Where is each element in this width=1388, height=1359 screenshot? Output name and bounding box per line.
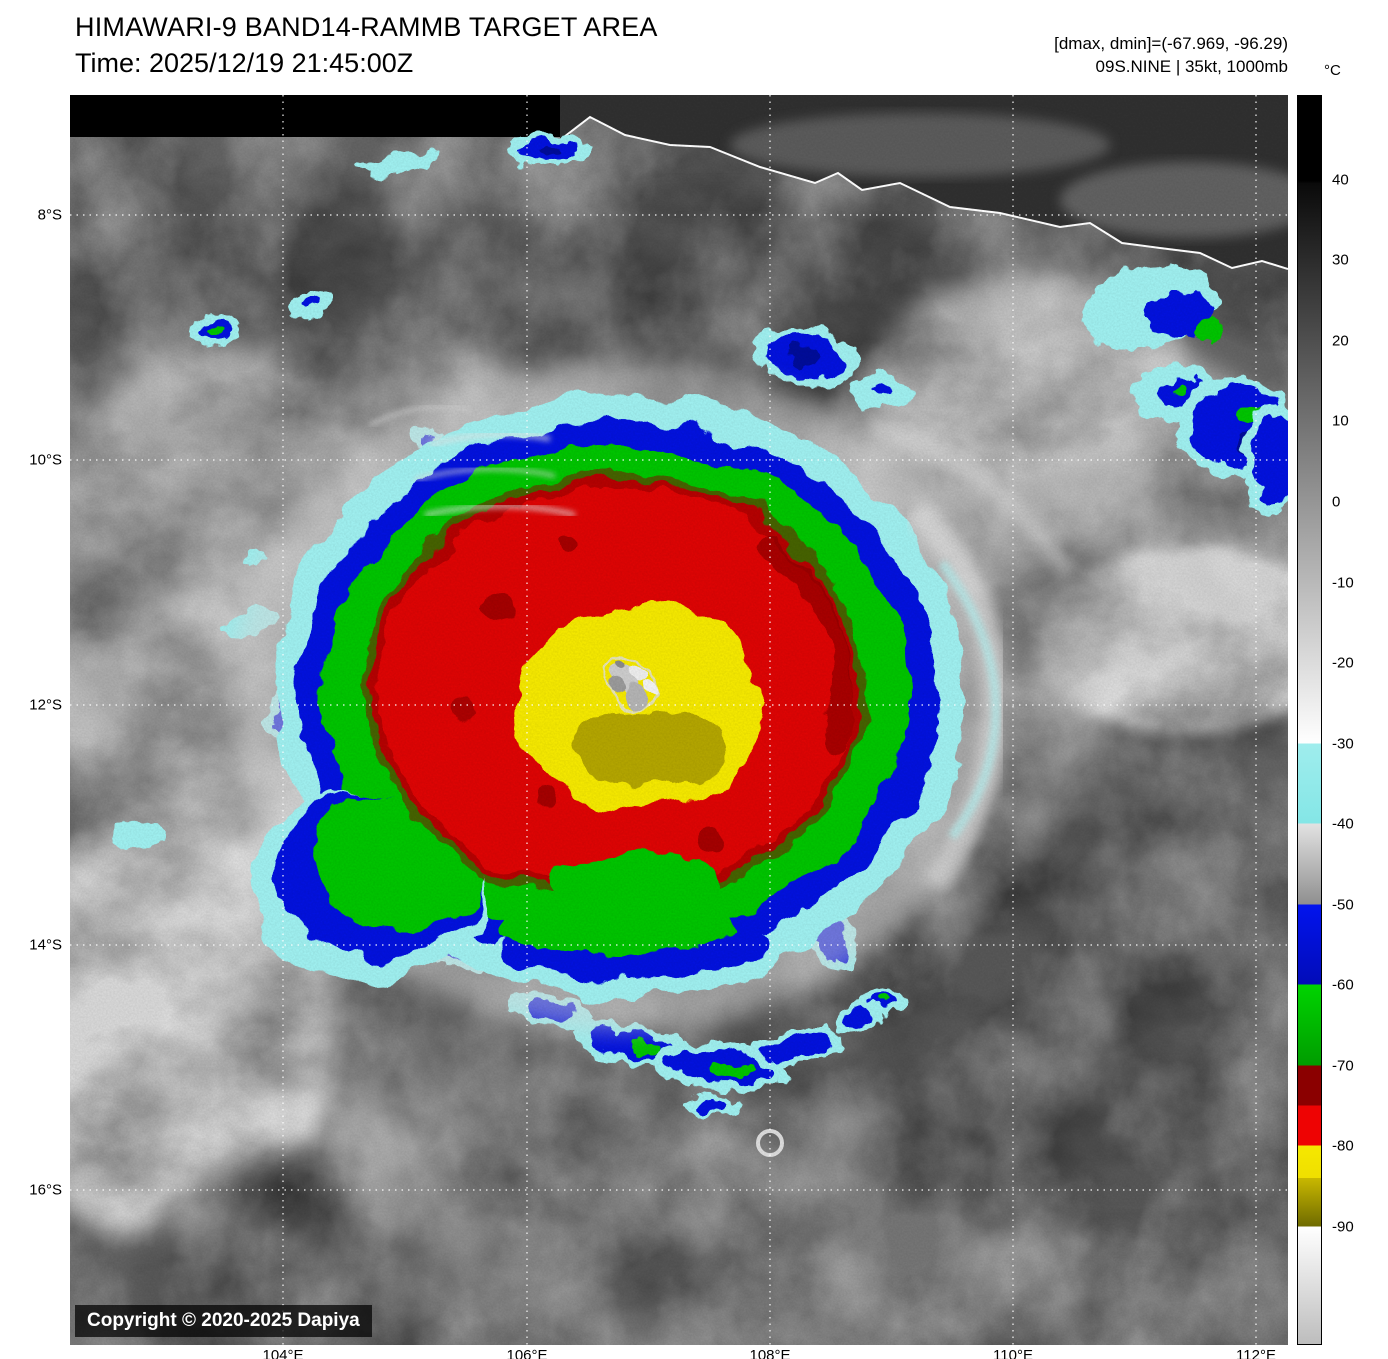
lat-label-14s: 14°S [29, 936, 62, 954]
satellite-map: Copyright © 2020-2025 Dapiya [70, 95, 1288, 1345]
lat-label-8s: 8°S [37, 206, 62, 224]
colorbar-tick-m30: -30 [1332, 735, 1354, 753]
lon-label-108e: 108°E [749, 1347, 791, 1359]
colorbar-tick-0: 0 [1332, 493, 1341, 511]
grid-lines [70, 95, 1288, 1345]
lat-label-16s: 16°S [29, 1181, 62, 1199]
colorbar-tick-m10: -10 [1332, 574, 1354, 592]
product-title: HIMAWARI-9 BAND14-RAMMB TARGET AREA [75, 12, 658, 42]
colorbar-tick-m50: -50 [1332, 896, 1354, 914]
colorbar-tick-m80: -80 [1332, 1137, 1354, 1155]
colorbar-tick-m70: -70 [1332, 1057, 1354, 1075]
lon-label-106e: 106°E [506, 1347, 548, 1359]
lon-label-104e: 104°E [262, 1347, 304, 1359]
dmax-dmin-readout: [dmax, dmin]=(-67.969, -96.29) [1054, 34, 1288, 53]
copyright-badge: Copyright © 2020-2025 Dapiya [75, 1305, 372, 1337]
colorbar-tick-m90: -90 [1332, 1218, 1354, 1236]
meta-block: [dmax, dmin]=(-67.969, -96.29) 09S.NINE … [1054, 32, 1288, 78]
lat-label-10s: 10°S [29, 451, 62, 469]
ir-grain [70, 95, 1288, 1345]
colorbar-tick-20: 20 [1332, 332, 1349, 350]
lat-label-12s: 12°S [29, 696, 62, 714]
storm-id-readout: 09S.NINE | 35kt, 1000mb [1095, 57, 1288, 76]
lon-label-110e: 110°E [993, 1347, 1033, 1359]
colorbar-tick-10: 10 [1332, 412, 1349, 430]
product-time: Time: 2025/12/19 21:45:00Z [75, 48, 414, 78]
colorbar-tick-30: 30 [1332, 251, 1349, 269]
colorbar-tick-40: 40 [1332, 171, 1349, 189]
satellite-image [70, 95, 1288, 1345]
colorbar-tick-m40: -40 [1332, 815, 1354, 833]
colorbar-tick-m20: -20 [1332, 654, 1354, 672]
colorbar-tick-m60: -60 [1332, 976, 1354, 994]
temperature-colorbar [1297, 95, 1322, 1345]
lon-label-112e: 112°E [1236, 1347, 1276, 1359]
colorbar-unit-label: °C [1324, 62, 1341, 79]
